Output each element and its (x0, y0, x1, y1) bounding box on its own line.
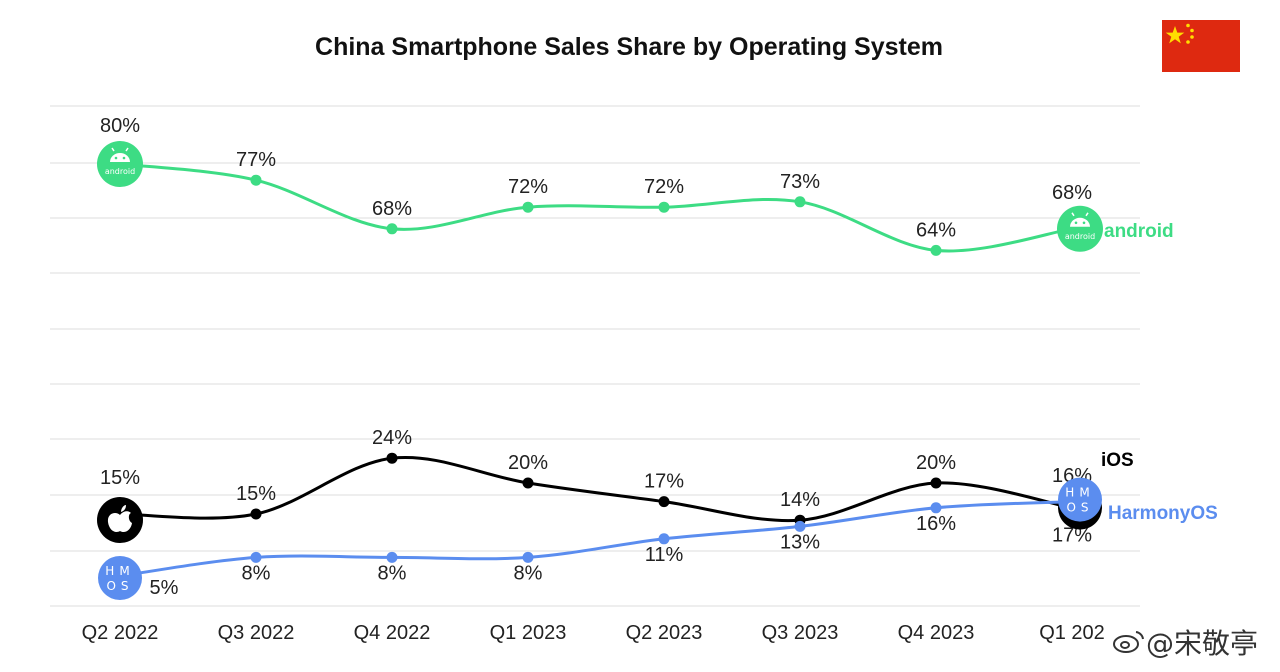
ios-data-point (658, 496, 670, 508)
ios-series-line (119, 455, 1073, 523)
android-data-point (930, 244, 942, 256)
legend-harmonyos: HarmonyOS (1108, 503, 1218, 524)
harmony-data-point (386, 551, 398, 563)
android-data-point (386, 223, 398, 235)
android-data-label: 68% (1052, 182, 1092, 204)
harmony-data-point (250, 551, 262, 563)
weibo-icon (1113, 631, 1144, 653)
chart-title: China Smartphone Sales Share by Operatin… (315, 33, 943, 61)
harmony-data-label: 8% (242, 562, 271, 584)
svg-text:OS: OS (106, 579, 133, 593)
svg-text:HM: HM (105, 564, 134, 578)
harmony-data-point (930, 502, 942, 514)
data-labels: 80% 77% 68% 72% 72% 73% 64% 68% 15% 15% 24% 20% 17% 1… (100, 115, 1092, 599)
ios-data-label: 20% (916, 452, 956, 474)
series-lines (119, 162, 1073, 578)
android-data-label: 64% (916, 219, 956, 241)
harmony-data-label: 17% (1052, 525, 1092, 547)
android-data-label: 72% (644, 176, 684, 198)
harmony-data-label: 5% (150, 577, 179, 599)
android-series-line (119, 162, 1073, 253)
harmony-data-label: 8% (514, 562, 543, 584)
android-data-point (658, 201, 670, 213)
flag-big-star (1165, 26, 1185, 44)
flag-small-star (1186, 23, 1190, 28)
x-tick-label: Q3 2023 (762, 622, 839, 644)
android-logo-icon: android (97, 141, 143, 187)
x-tick-label: Q2 2023 (626, 622, 703, 644)
harmony-data-label: 13% (780, 531, 820, 553)
svg-text:HM: HM (1065, 486, 1094, 500)
svg-text:OS: OS (1066, 501, 1093, 515)
legend-android: android (1104, 221, 1174, 242)
ios-data-label: 15% (236, 483, 276, 505)
android-data-label: 72% (508, 176, 548, 198)
harmony-data-point (522, 551, 534, 563)
x-tick-label: Q1 2023 (490, 622, 567, 644)
ios-data-label: 17% (644, 471, 684, 493)
x-tick-label: Q1 202 (1039, 622, 1105, 644)
android-data-label: 80% (100, 115, 140, 137)
android-data-point (794, 196, 806, 208)
apple-logo-icon (97, 497, 143, 543)
harmony-data-label: 16% (916, 513, 956, 535)
data-points (250, 174, 942, 563)
x-tick-label: Q3 2022 (218, 622, 295, 644)
harmony-data-point (658, 533, 670, 545)
svg-text:android: android (1065, 232, 1095, 241)
x-tick-label: Q4 2023 (898, 622, 975, 644)
ios-data-point (250, 508, 262, 520)
ios-data-label: 15% (100, 467, 140, 489)
x-tick-label: Q2 2022 (82, 622, 159, 644)
weibo-watermark: @宋敬亭 (1146, 627, 1259, 660)
flag-small-star (1186, 40, 1190, 44)
ios-data-label: 20% (508, 452, 548, 474)
ios-data-point (930, 477, 942, 489)
ios-data-label: 14% (780, 489, 820, 511)
svg-text:android: android (105, 167, 135, 176)
harmony-data-point (794, 520, 806, 532)
ios-data-point (386, 452, 398, 464)
x-axis-ticks: Q2 2022 Q3 2022 Q4 2022 Q1 2023 Q2 2023 Q3 20… (82, 622, 1105, 644)
legend-ios: iOS (1101, 450, 1134, 471)
harmony-data-label: 11% (645, 544, 684, 566)
x-tick-label: Q4 2022 (354, 622, 431, 644)
android-data-label: 68% (372, 198, 412, 220)
android-data-point (522, 201, 534, 213)
flag-small-star (1190, 28, 1194, 33)
android-data-label: 73% (780, 171, 820, 193)
ios-data-point (522, 477, 534, 489)
flag-small-star (1190, 35, 1194, 39)
series-legend: android iOS HarmonyOS (1101, 221, 1218, 524)
grid-lines (50, 105, 1140, 607)
harmony-series-line (119, 500, 1073, 578)
android-logo-icon: android (1057, 205, 1103, 252)
android-data-point (250, 174, 262, 186)
ios-data-label: 24% (372, 427, 412, 449)
android-data-label: 77% (236, 149, 276, 171)
harmony-data-label: 8% (378, 562, 407, 584)
china-flag-icon (1162, 20, 1240, 72)
